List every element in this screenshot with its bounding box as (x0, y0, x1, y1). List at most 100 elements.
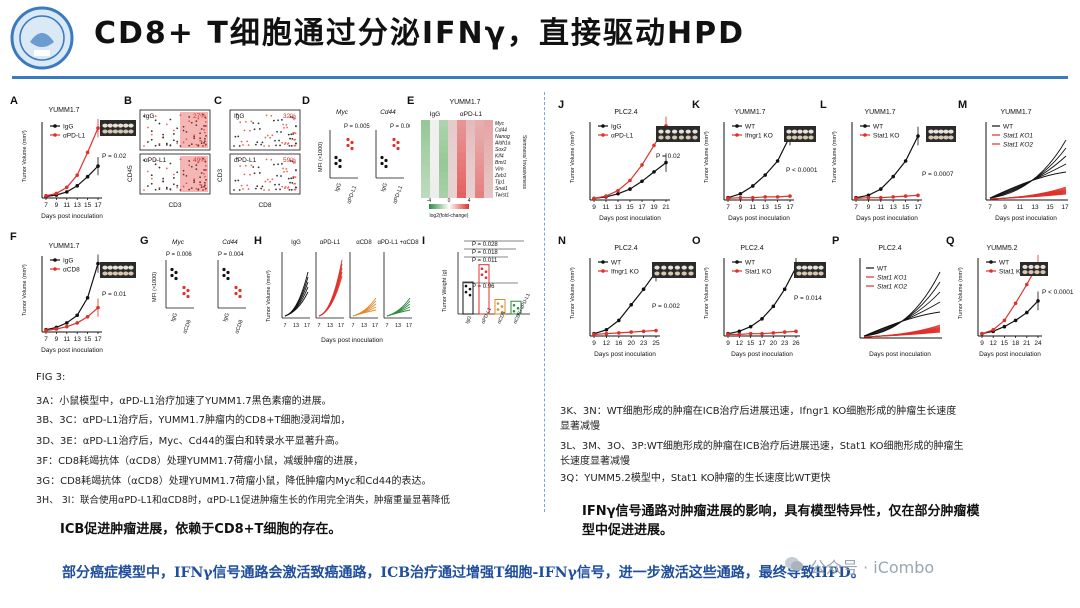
flow-dot (233, 189, 235, 191)
x-tick-label: 13 (74, 336, 82, 343)
legend-marker (989, 269, 993, 273)
flow-dot (158, 122, 161, 125)
group-title: IgG (291, 240, 301, 246)
data-point (182, 285, 186, 290)
x-axis-label: Days post inoculation (995, 215, 1057, 222)
heatmap-cell (475, 185, 484, 192)
flow-dot (286, 170, 289, 173)
heatmap-cell (448, 126, 457, 133)
x-axis-label: Days post inoculation (869, 351, 931, 358)
gene-label: Nanog (495, 134, 510, 140)
series-line (727, 135, 791, 199)
tumor-image (681, 265, 687, 270)
x-tick-label: 18 (1012, 340, 1020, 347)
panel-B: B IgG 27% αPD-L1 49% CD45 CD3 (124, 95, 211, 209)
p-value: P < 0.0001 (786, 167, 818, 174)
data-point (380, 155, 384, 160)
flow-dot (204, 140, 206, 143)
flow-dot (275, 188, 277, 191)
flow-dot (281, 185, 284, 188)
heatmap-cell (457, 120, 466, 127)
series-line (863, 271, 941, 337)
gene-label: Klf4 (495, 154, 504, 160)
flow-dot (260, 187, 263, 190)
flow-dot (279, 188, 281, 191)
x-category: IgG (334, 182, 343, 192)
heatmap-cell (466, 133, 475, 140)
data-point (222, 267, 226, 272)
tumor-image (802, 135, 809, 140)
heatmap-cell (475, 146, 484, 153)
panel-H: H IgG 7 13 17 αPD-L1 7 13 17 αCD8 7 13 17 αPD-L1 +αCD… (254, 235, 419, 344)
y-axis-label: MFI (×1000) (152, 272, 158, 302)
panel-C: C IgG 32% αPD-L1 59% CD3 CD8 (214, 95, 301, 209)
flow-dot (260, 143, 263, 146)
tumor-image (1034, 270, 1040, 275)
flow-dot (234, 135, 237, 138)
y-axis-label: CD45 (127, 165, 134, 182)
gene-title: Myc (172, 239, 185, 246)
panel-label: P (832, 235, 839, 247)
gene-label: Tjp1 (495, 180, 505, 186)
flow-dot (199, 181, 201, 184)
series-line (45, 307, 99, 332)
p-value: P < 0.0001 (1042, 289, 1074, 296)
flow-dot (287, 142, 290, 144)
tumor-image (685, 129, 691, 134)
flow-dot (282, 123, 285, 126)
x-axis-label: Days post inoculation (41, 347, 103, 354)
heatmap-cell (466, 172, 475, 179)
flow-dot (172, 177, 175, 179)
flow-dot (190, 187, 193, 190)
flow-dot (275, 144, 277, 147)
x-tick-label: 21 (1023, 340, 1031, 347)
panel-label: I (422, 235, 425, 247)
legend-marker (601, 260, 605, 264)
tumor-image (658, 135, 664, 140)
flow-dot (193, 181, 196, 184)
caption-heading: FIG 3: (36, 372, 66, 383)
flow-dot (263, 189, 266, 191)
flow-dot (277, 163, 279, 166)
tumor-image (118, 265, 124, 270)
tumor-image (796, 271, 802, 276)
panel-E: E YUMM1.7 IgG αPD-L1 MycCd44NanogAldh1aSox2K… (407, 95, 527, 219)
legend-marker (735, 124, 739, 128)
flow-dot (200, 184, 203, 187)
tumor-image (812, 265, 819, 270)
flow-dot (203, 141, 205, 144)
flow-dot (271, 178, 274, 181)
tumor-image (112, 123, 118, 128)
data-point (392, 137, 396, 142)
data-point (238, 288, 242, 293)
flow-dot (204, 184, 206, 187)
legend-label: WT (877, 266, 887, 273)
flow-dot (182, 125, 185, 128)
flow-dot (292, 118, 295, 120)
heatmap-cell (484, 120, 493, 127)
heatmap-cell (484, 139, 493, 146)
heatmap-cell (466, 126, 475, 133)
gate-percent: 32% (283, 113, 296, 120)
flow-dot (203, 185, 205, 188)
data-point (346, 137, 350, 142)
tumor-image (1028, 264, 1034, 269)
panel-label: L (820, 99, 827, 111)
x-tick-label: 17 (94, 336, 102, 343)
flow-dot (158, 144, 161, 147)
panel-A: A YUMM1.7 7 9 11 13 15 17 IgG αPD-L1 Tumor Volume … (10, 95, 103, 220)
flow-dot (200, 140, 203, 143)
tumor-image (672, 129, 678, 134)
flow-dot (143, 189, 145, 191)
y-axis-label: Tumor Volume (mm³) (832, 131, 838, 183)
flow-dot (238, 145, 241, 147)
x-tick-label: 9 (739, 204, 743, 211)
data-point (234, 291, 238, 296)
heatmap-cell (457, 152, 466, 159)
flow-dot (146, 185, 149, 187)
y-axis-label: Tumor Volume (mm³) (22, 264, 28, 316)
flow-dot (265, 158, 268, 161)
flow-plot (139, 153, 211, 195)
flow-dot (288, 188, 291, 191)
